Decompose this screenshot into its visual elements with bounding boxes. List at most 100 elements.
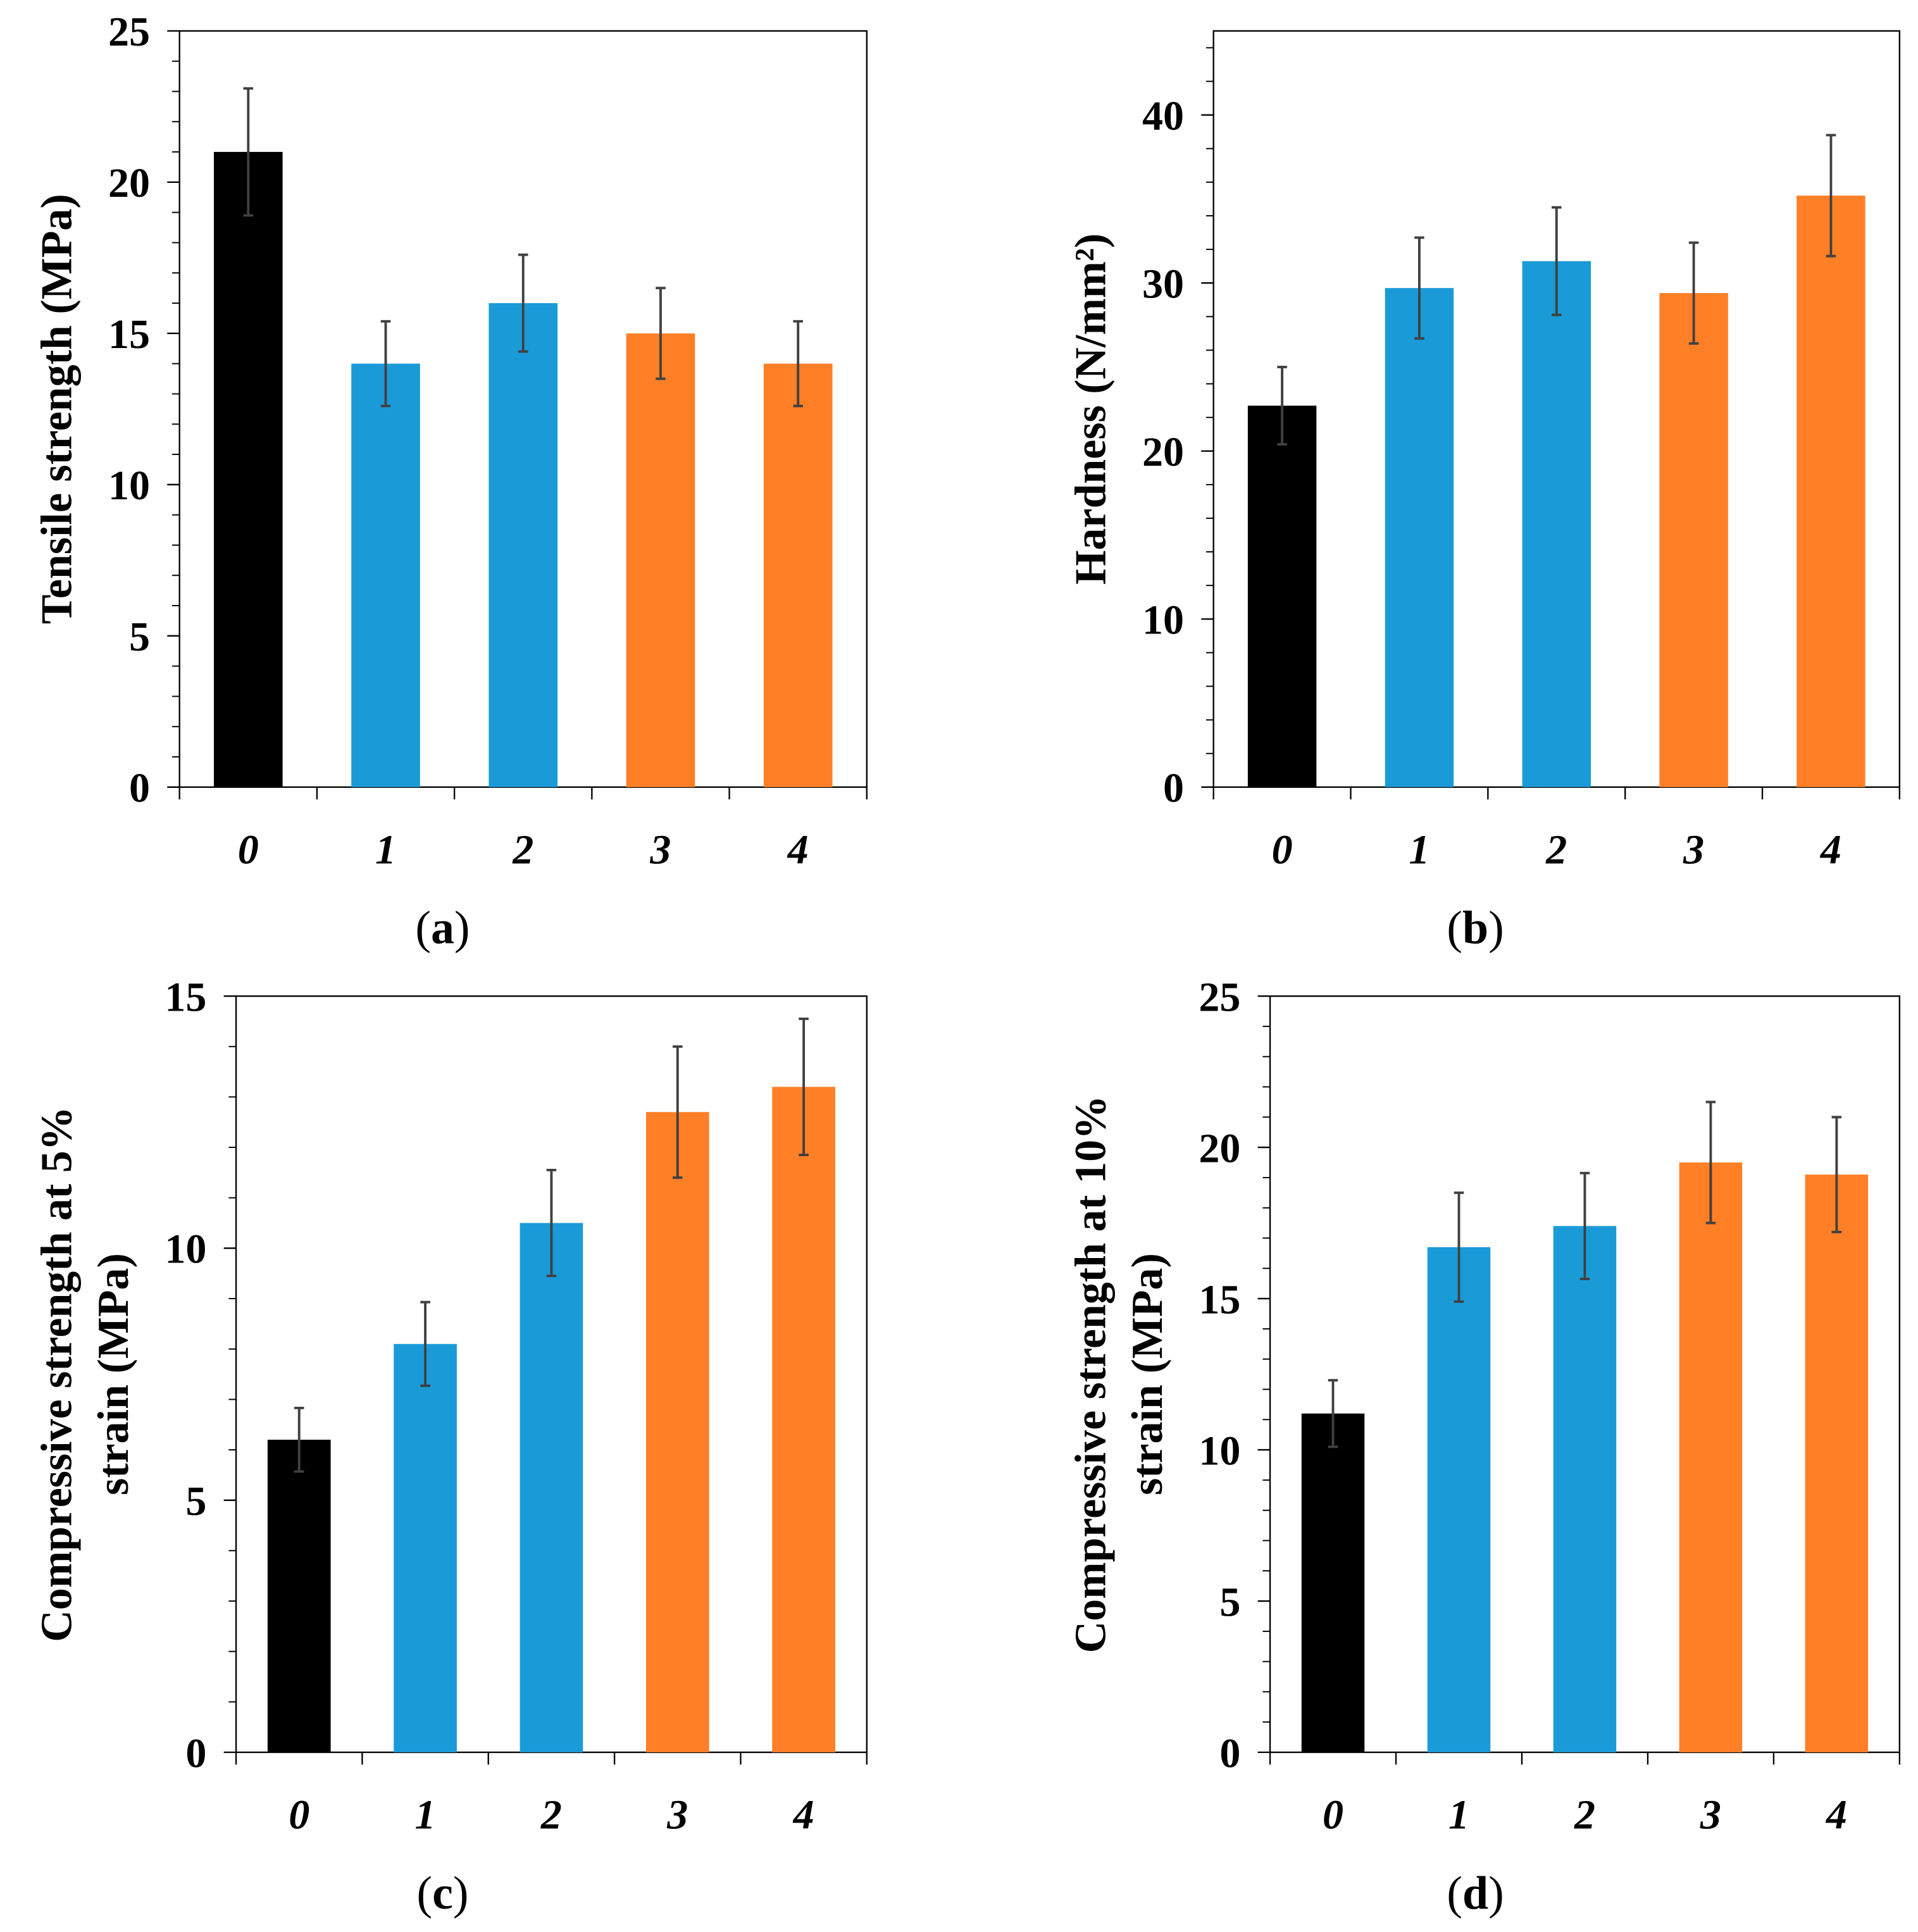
y-tick-label: 20	[1142, 429, 1184, 475]
caption-letter: b	[1462, 902, 1488, 954]
bar-2	[520, 1223, 583, 1753]
bar-0	[1301, 1413, 1365, 1753]
caption-paren: (	[415, 902, 431, 954]
x-tick-label: 3	[1700, 1792, 1721, 1838]
y-tick-label: 30	[1142, 261, 1184, 308]
x-tick-label: 0	[289, 1792, 309, 1838]
error-bar-1	[380, 320, 391, 408]
caption-paren: )	[454, 902, 470, 954]
caption-paren: (	[1447, 902, 1462, 954]
y-tick-label: 25	[108, 9, 150, 55]
error-bar-2	[518, 253, 528, 353]
caption-paren: )	[453, 1867, 469, 1919]
bar-4	[1805, 1175, 1869, 1753]
x-tick-label: 4	[792, 1792, 814, 1838]
y-tick-label: 0	[1163, 765, 1184, 811]
bar-1	[1427, 1247, 1491, 1753]
panel-caption: (c)	[416, 1867, 468, 1919]
x-tick-label: 1	[1409, 826, 1429, 873]
y-tick-label: 0	[1219, 1730, 1240, 1776]
error-bar-4	[1831, 1116, 1842, 1233]
y-tick-label: 5	[1219, 1579, 1240, 1625]
error-bar-0	[294, 1406, 304, 1473]
error-bar-4	[793, 320, 803, 408]
error-bar-0	[1277, 366, 1287, 446]
x-tick-label: 2	[512, 826, 533, 873]
x-tick-label: 4	[1819, 826, 1841, 873]
bar-0	[1247, 406, 1317, 787]
y-tick-label: 10	[108, 463, 150, 509]
chart-panel-b: 0 10 20 30 40 0 1 2 3 4 Hardness (N/mm²) (b)	[1067, 30, 1901, 954]
bar-2	[1522, 261, 1591, 787]
error-bar-1	[420, 1300, 430, 1387]
y-axis-label: Hardness (N/mm²)	[1067, 234, 1116, 585]
error-bar-0	[243, 87, 254, 217]
caption-letter: c	[432, 1867, 453, 1919]
error-bar-2	[1579, 1171, 1590, 1280]
panel-caption: (a)	[415, 902, 470, 954]
caption-paren: (	[1447, 1867, 1462, 1919]
y-tick-label: 15	[1199, 1276, 1240, 1323]
bar-1	[351, 363, 420, 787]
x-tick-label: 3	[649, 826, 671, 873]
caption-paren: )	[1488, 902, 1504, 954]
chart-panel-a: 0 5 10 15 20 25 0 1 2 3 4 Tensile strength (MPa) (a)	[33, 9, 868, 954]
error-bar-4	[1826, 134, 1836, 258]
x-tick-label: 0	[1323, 1792, 1343, 1838]
chart-panel-c: 0 5 10 15 0 1 2 3 4 Compressive strength at 5% str…	[33, 974, 868, 1919]
y-tick-label: 15	[108, 311, 150, 358]
error-bar-1	[1454, 1191, 1464, 1303]
error-bar-0	[1328, 1379, 1338, 1449]
y-axis-label: Tensile strength (MPa)	[33, 194, 82, 624]
bar-3	[645, 1112, 709, 1753]
y-tick-label: 20	[1199, 1125, 1240, 1171]
error-bar-3	[1705, 1100, 1716, 1225]
y-tick-label: 5	[185, 1478, 206, 1524]
x-tick-label: 3	[666, 1792, 688, 1838]
x-tick-label: 4	[787, 826, 809, 873]
error-bar-4	[799, 1018, 809, 1156]
x-tick-label: 2	[540, 1792, 562, 1838]
y-tick-label: 25	[1199, 974, 1240, 1020]
bar-3	[1659, 293, 1728, 787]
caption-letter: d	[1462, 1867, 1488, 1919]
y-axis-label: strain (MPa)	[89, 1253, 138, 1495]
error-bar-3	[656, 287, 666, 380]
panel-caption: (b)	[1447, 902, 1504, 954]
y-axis-label: strain (MPa)	[1123, 1253, 1172, 1495]
bar-1	[1385, 288, 1454, 787]
x-tick-label: 2	[1545, 826, 1567, 873]
x-tick-label: 2	[1574, 1792, 1595, 1838]
bar-0	[267, 1440, 331, 1753]
caption-paren: )	[1488, 1867, 1504, 1919]
y-tick-label: 15	[165, 974, 206, 1020]
bar-4	[1797, 196, 1865, 787]
bar-2	[489, 303, 558, 787]
y-tick-label: 0	[129, 765, 150, 811]
x-tick-label: 4	[1825, 1792, 1847, 1838]
caption-letter: a	[431, 902, 454, 954]
y-tick-label: 20	[108, 160, 150, 206]
chart-panel-d: 0 5 10 15 20 25 0 1 2 3 4 Compressive strength at 1…	[1067, 974, 1901, 1919]
y-tick-label: 40	[1142, 93, 1184, 139]
caption-paren: (	[416, 1867, 432, 1919]
y-tick-label: 10	[1142, 597, 1184, 644]
y-tick-label: 10	[165, 1226, 206, 1273]
x-tick-label: 0	[238, 826, 259, 873]
bar-1	[394, 1343, 457, 1753]
y-axis-label: Compressive strength at 5%	[33, 1106, 82, 1642]
x-tick-label: 1	[1448, 1792, 1469, 1838]
error-bar-2	[546, 1168, 557, 1278]
bar-3	[1679, 1162, 1743, 1753]
panel-caption: (d)	[1447, 1867, 1504, 1919]
error-bar-3	[672, 1045, 683, 1179]
x-tick-label: 3	[1683, 826, 1704, 873]
y-tick-label: 5	[129, 614, 150, 660]
y-tick-label: 10	[1199, 1428, 1240, 1474]
error-bar-3	[1688, 241, 1699, 345]
x-tick-label: 1	[415, 1792, 436, 1838]
x-tick-label: 0	[1272, 826, 1293, 873]
y-axis-label: Compressive strength at 10%	[1067, 1095, 1116, 1653]
bar-3	[626, 333, 695, 787]
